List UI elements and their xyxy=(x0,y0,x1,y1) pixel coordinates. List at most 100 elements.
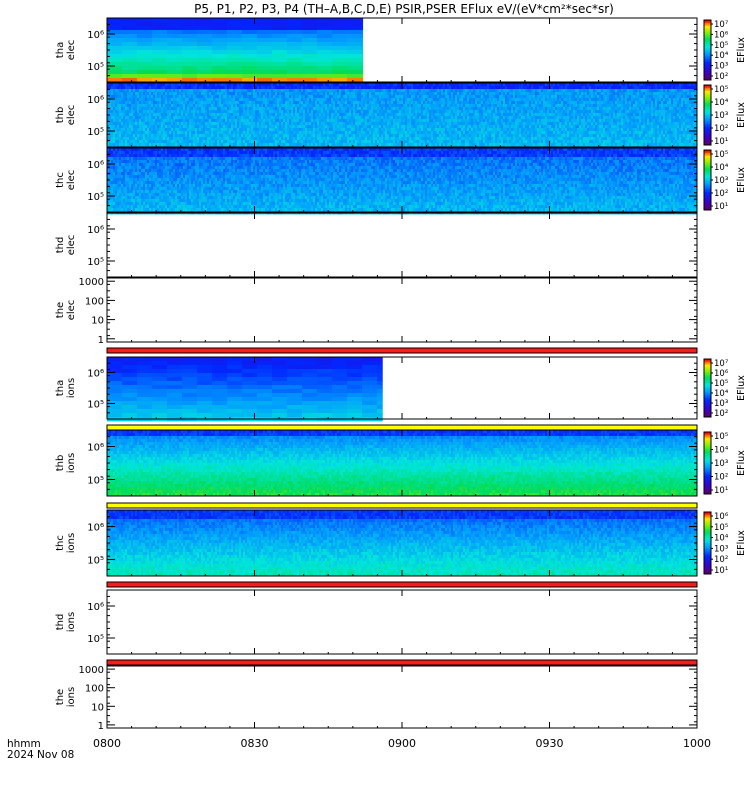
panel-label: thaions xyxy=(55,378,77,398)
ytick-label: 10⁵ xyxy=(87,127,104,138)
panel-thc-elec: 10⁶ 10⁵ thcelec 10⁵ 10⁴ 10³ 10² 10¹ EFlux xyxy=(55,148,747,214)
status-stripe-yellow xyxy=(107,425,697,430)
ytick-label: 10⁵ xyxy=(87,634,104,645)
colorbar-tick-label: 10¹ xyxy=(714,566,728,576)
ytick-label: 10⁶ xyxy=(87,225,104,236)
colorbar-tick-label: 10⁵ xyxy=(714,41,728,51)
colorbar-label: EFlux xyxy=(736,375,747,401)
ytick-label: 1000 xyxy=(79,277,104,288)
colorbar-label: EFlux xyxy=(736,167,747,193)
panel-label: thcelec xyxy=(55,170,77,191)
colorbar-tick-label: 10³ xyxy=(714,176,728,186)
spectrogram-tha-elec xyxy=(107,18,363,82)
xtick-label: 0830 xyxy=(241,737,269,750)
colorbar-tick-label: 10² xyxy=(714,555,728,565)
colorbar-tick-label: 10⁶ xyxy=(714,512,729,522)
colorbar-tick-label: 10⁵ xyxy=(714,150,728,160)
colorbar-label: EFlux xyxy=(736,37,747,63)
date-label: 2024 Nov 08 xyxy=(7,749,74,761)
ytick-label: 10⁵ xyxy=(87,476,104,487)
spectrogram-tha-ions xyxy=(107,357,383,421)
colorbar-label: EFlux xyxy=(736,450,747,476)
panel-frame xyxy=(107,590,697,654)
colorbar-tick-label: 10² xyxy=(714,409,728,419)
colorbar-tick-label: 10⁵ xyxy=(714,379,728,389)
colorbar-tick-label: 10⁴ xyxy=(714,446,729,456)
spectrogram-thc-ions xyxy=(107,510,697,576)
panel-label: thbelec xyxy=(55,105,77,126)
colorbar-label: EFlux xyxy=(736,102,747,128)
colorbar-tick-label: 10² xyxy=(714,473,728,483)
colorbar-tick-label: 10⁴ xyxy=(714,163,729,173)
panel-the-elec: 1000 100 10 1 theelec xyxy=(55,277,697,346)
panel-label: theelec xyxy=(55,300,77,321)
colorbar-tick-label: 10¹ xyxy=(714,137,728,147)
colorbar-tick-label: 10³ xyxy=(714,111,728,121)
xtick-label: 0930 xyxy=(536,737,564,750)
panel-label: thbions xyxy=(55,453,77,473)
ytick-label: 10⁵ xyxy=(87,556,104,567)
panel-label: theions xyxy=(55,687,77,707)
ytick-label: 10⁶ xyxy=(87,369,104,380)
colorbar-tick-label: 10⁷ xyxy=(714,359,729,369)
colorbar-tick-label: 10³ xyxy=(714,459,728,469)
colorbar-tick-label: 10¹ xyxy=(714,202,728,212)
ytick-label: 10⁶ xyxy=(87,95,104,106)
ytick-label: 10⁶ xyxy=(87,30,104,41)
ytick-label: 10⁶ xyxy=(87,602,104,613)
colorbar-tick-label: 10² xyxy=(714,189,728,199)
panel-label: thdelec xyxy=(55,235,77,256)
panel-stack: 10⁶10⁵thaelec10⁷10⁶10⁵10⁴10³10²EFlux10⁶1… xyxy=(55,18,747,732)
xtick-label: 0900 xyxy=(388,737,416,750)
colorbar-tick-label: 10⁴ xyxy=(714,389,729,399)
ytick-label: 1 xyxy=(98,335,104,346)
colorbar-tick-label: 10³ xyxy=(714,62,728,72)
status-stripe-red xyxy=(107,348,697,353)
ytick-label: 10⁶ xyxy=(87,160,104,171)
ytick-label: 10⁶ xyxy=(87,443,104,454)
colorbar-tick-label: 10⁴ xyxy=(714,51,729,61)
ytick-label: 10⁵ xyxy=(87,400,104,411)
colorbar-tick-label: 10³ xyxy=(714,544,728,554)
colorbar-label: EFlux xyxy=(736,530,747,556)
status-stripe-red xyxy=(107,660,697,665)
xtick-label: 1000 xyxy=(683,737,711,750)
figure-title: P5, P1, P2, P3, P4 (TH–A,B,C,D,E) PSIR,P… xyxy=(194,2,614,16)
panel-thd-elec: 10⁶ 10⁵ thdelec xyxy=(55,213,697,277)
colorbar-tick-label: 10² xyxy=(714,72,728,82)
panel-frame xyxy=(107,278,697,342)
panel-label: thdions xyxy=(55,612,77,632)
panel-frame xyxy=(107,213,697,277)
colorbar-tick-label: 10⁵ xyxy=(714,523,728,533)
ytick-label: 10⁵ xyxy=(87,192,104,203)
ytick-label: 10 xyxy=(91,702,104,713)
status-stripe-red xyxy=(107,582,697,587)
ytick-label: 100 xyxy=(85,684,104,695)
panel-label: thcions xyxy=(55,533,77,553)
colorbar-tick-label: 10³ xyxy=(714,399,728,409)
colorbar-tick-label: 10⁴ xyxy=(714,98,729,108)
status-stripe-yellow xyxy=(107,503,697,508)
spectrogram-thb-elec xyxy=(107,83,697,149)
ytick-label: 10⁵ xyxy=(87,62,104,73)
ytick-label: 10⁵ xyxy=(87,257,104,268)
ytick-label: 100 xyxy=(85,296,104,307)
colorbar-tick-label: 10⁷ xyxy=(714,20,729,30)
colorbar-thc-elec: 10⁵ 10⁴ 10³ 10² 10¹ EFlux xyxy=(704,150,747,212)
colorbar-tick-label: 10¹ xyxy=(714,486,728,496)
colorbar-tick-label: 10² xyxy=(714,124,728,134)
ytick-label: 10⁶ xyxy=(87,523,104,534)
ytick-label: 10 xyxy=(91,316,104,327)
panel-label: thaelec xyxy=(55,40,77,61)
spectrogram-thc-elec xyxy=(107,148,697,214)
